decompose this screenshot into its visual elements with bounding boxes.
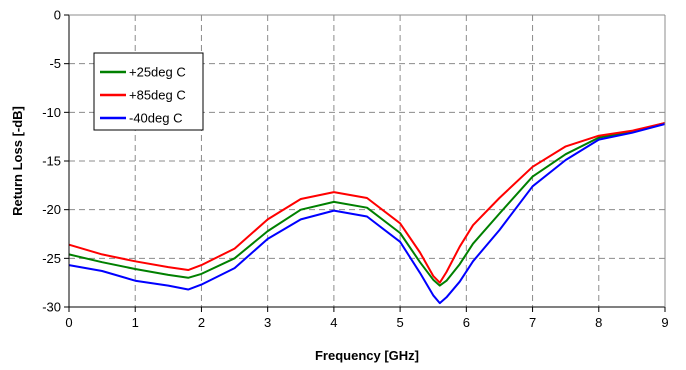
legend-label-2: -40deg C [129, 111, 182, 126]
x-tick-label: 8 [595, 315, 602, 330]
x-tick-label: 0 [65, 315, 72, 330]
legend: +25deg C +85deg C -40deg C [93, 52, 204, 131]
x-tick-label: 5 [396, 315, 403, 330]
legend-label-1: +85deg C [129, 88, 186, 103]
series-line-2 [68, 123, 666, 305]
axes [64, 14, 666, 312]
x-tick-label: 9 [661, 315, 668, 330]
y-tick-label: -10 [42, 105, 61, 120]
y-axis-title: Return Loss [-dB] [10, 106, 25, 216]
x-tick-label: 6 [463, 315, 470, 330]
x-tick-label: 7 [529, 315, 536, 330]
series-line-0 [68, 122, 666, 287]
y-tick-label: -25 [42, 251, 61, 266]
y-tick-label: 0 [54, 8, 61, 23]
x-tick-label: 3 [264, 315, 271, 330]
x-axis-title: Frequency [GHz] [315, 348, 419, 363]
series-line-1 [68, 122, 666, 284]
y-tick-label: -30 [42, 300, 61, 315]
x-tick-label: 2 [198, 315, 205, 330]
tick-labels: 0 1 2 3 4 5 6 7 8 9 0 -5 -10 -15 -20 -25 -30 [42, 8, 668, 331]
y-tick-label: -20 [42, 202, 61, 217]
x-tick-label: 4 [330, 315, 337, 330]
series-lines [68, 122, 666, 305]
legend-label-0: +25deg C [129, 65, 186, 80]
y-tick-label: -5 [49, 56, 61, 71]
x-tick-label: 1 [132, 315, 139, 330]
grid-lines [69, 15, 665, 307]
y-tick-label: -15 [42, 154, 61, 169]
